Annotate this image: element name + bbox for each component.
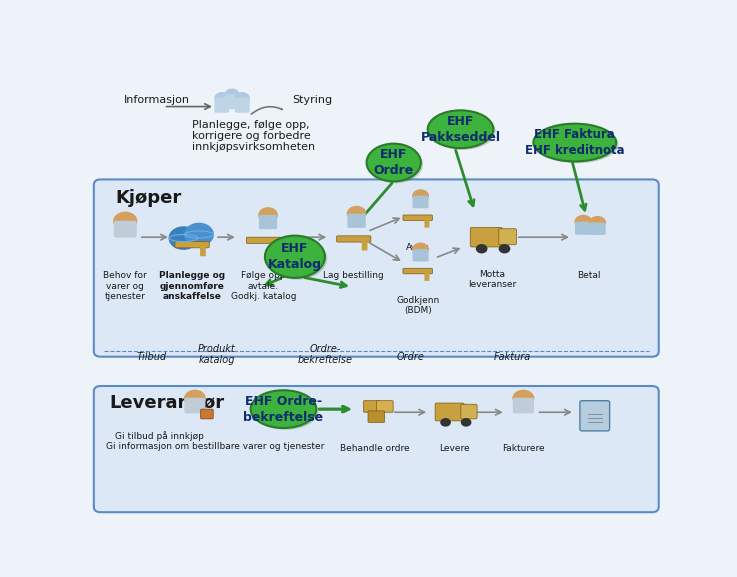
Circle shape xyxy=(590,216,605,228)
Circle shape xyxy=(215,93,228,103)
Text: Gi informasjon om bestillbare varer og tjenester: Gi informasjon om bestillbare varer og t… xyxy=(106,443,325,451)
Circle shape xyxy=(259,208,277,222)
FancyBboxPatch shape xyxy=(413,249,429,261)
Text: Kjøper: Kjøper xyxy=(115,189,181,207)
FancyBboxPatch shape xyxy=(225,94,240,109)
Text: EHF Ordre-
bekreftelse: EHF Ordre- bekreftelse xyxy=(243,395,324,424)
FancyBboxPatch shape xyxy=(368,411,385,422)
Ellipse shape xyxy=(534,123,616,162)
FancyBboxPatch shape xyxy=(413,196,429,208)
Circle shape xyxy=(347,207,366,221)
Circle shape xyxy=(226,89,239,100)
Text: Faktura: Faktura xyxy=(493,352,531,362)
Text: Levere: Levere xyxy=(439,444,470,453)
Circle shape xyxy=(413,243,428,256)
FancyBboxPatch shape xyxy=(271,241,277,252)
Circle shape xyxy=(413,190,428,202)
FancyBboxPatch shape xyxy=(461,404,477,419)
Ellipse shape xyxy=(536,125,618,163)
FancyBboxPatch shape xyxy=(435,403,464,421)
FancyBboxPatch shape xyxy=(337,236,371,242)
Text: Produkt
katalog: Produkt katalog xyxy=(198,344,236,365)
FancyBboxPatch shape xyxy=(513,398,534,413)
Ellipse shape xyxy=(265,235,325,278)
FancyBboxPatch shape xyxy=(235,98,250,113)
Circle shape xyxy=(185,391,205,406)
Text: Planlegge og
gjennomføre
anskaffelse: Planlegge og gjennomføre anskaffelse xyxy=(159,271,225,301)
Text: Gi tilbud på innkjøp: Gi tilbud på innkjøp xyxy=(115,432,204,441)
FancyBboxPatch shape xyxy=(575,222,592,235)
Text: EHF
Ordre: EHF Ordre xyxy=(374,148,414,177)
FancyBboxPatch shape xyxy=(214,98,229,113)
Text: innkjøpsvirksomheten: innkjøpsvirksomheten xyxy=(192,142,315,152)
Text: Behandle ordre: Behandle ordre xyxy=(340,444,410,453)
Ellipse shape xyxy=(368,145,423,183)
Circle shape xyxy=(236,93,249,103)
Text: korrigere og forbedre: korrigere og forbedre xyxy=(192,131,311,141)
Ellipse shape xyxy=(253,392,318,430)
Text: Behov for
varer og
tjenester: Behov for varer og tjenester xyxy=(103,271,147,301)
Text: Motta
leveranser: Motta leveranser xyxy=(468,270,516,290)
FancyBboxPatch shape xyxy=(246,237,281,243)
FancyBboxPatch shape xyxy=(113,221,136,238)
Circle shape xyxy=(513,391,534,406)
Ellipse shape xyxy=(251,390,316,428)
FancyBboxPatch shape xyxy=(403,215,433,220)
Ellipse shape xyxy=(268,237,327,280)
Text: Ordre-
bekreftelse: Ordre- bekreftelse xyxy=(298,344,353,365)
Circle shape xyxy=(461,419,471,426)
FancyBboxPatch shape xyxy=(590,222,606,235)
FancyBboxPatch shape xyxy=(200,246,206,256)
FancyBboxPatch shape xyxy=(580,400,609,431)
Ellipse shape xyxy=(427,110,493,148)
Text: Ordre: Ordre xyxy=(397,352,425,362)
FancyBboxPatch shape xyxy=(362,240,368,250)
Circle shape xyxy=(575,215,592,228)
FancyBboxPatch shape xyxy=(470,227,502,247)
Text: Informasjon: Informasjon xyxy=(124,95,189,106)
Text: Planlegge, følge opp,: Planlegge, følge opp, xyxy=(192,120,310,130)
Text: Betal: Betal xyxy=(577,271,601,280)
FancyBboxPatch shape xyxy=(363,400,380,412)
Text: Fakturere: Fakturere xyxy=(502,444,545,453)
Text: Leverandør: Leverandør xyxy=(109,394,224,411)
Ellipse shape xyxy=(366,144,421,181)
Text: Følge opp
avtale.
Godkj. katalog: Følge opp avtale. Godkj. katalog xyxy=(231,271,296,301)
Ellipse shape xyxy=(430,112,496,150)
FancyBboxPatch shape xyxy=(377,400,393,412)
FancyBboxPatch shape xyxy=(259,215,277,229)
Circle shape xyxy=(185,223,213,246)
FancyBboxPatch shape xyxy=(403,268,433,274)
FancyBboxPatch shape xyxy=(94,386,659,512)
Text: Tilbud: Tilbud xyxy=(137,352,167,362)
Text: Avvis: Avvis xyxy=(406,242,430,252)
FancyBboxPatch shape xyxy=(200,409,213,419)
Text: EHF
Katalog: EHF Katalog xyxy=(268,242,322,271)
FancyBboxPatch shape xyxy=(94,179,659,357)
Text: EHF Faktura
EHF kreditnota: EHF Faktura EHF kreditnota xyxy=(525,128,624,157)
FancyBboxPatch shape xyxy=(425,219,430,228)
Circle shape xyxy=(477,245,487,253)
Circle shape xyxy=(113,212,136,230)
FancyBboxPatch shape xyxy=(499,228,517,245)
FancyBboxPatch shape xyxy=(347,213,366,228)
FancyBboxPatch shape xyxy=(175,242,209,248)
Text: Lag bestilling: Lag bestilling xyxy=(324,271,384,280)
Text: EHF
Pakkseddel: EHF Pakkseddel xyxy=(421,115,500,144)
Circle shape xyxy=(170,227,198,249)
FancyArrowPatch shape xyxy=(251,107,282,114)
Circle shape xyxy=(500,245,510,253)
FancyBboxPatch shape xyxy=(184,398,206,413)
Text: Godkjenn
(BDM): Godkjenn (BDM) xyxy=(396,296,439,315)
Circle shape xyxy=(441,419,450,426)
Text: Styring: Styring xyxy=(292,95,332,106)
FancyBboxPatch shape xyxy=(425,272,430,281)
